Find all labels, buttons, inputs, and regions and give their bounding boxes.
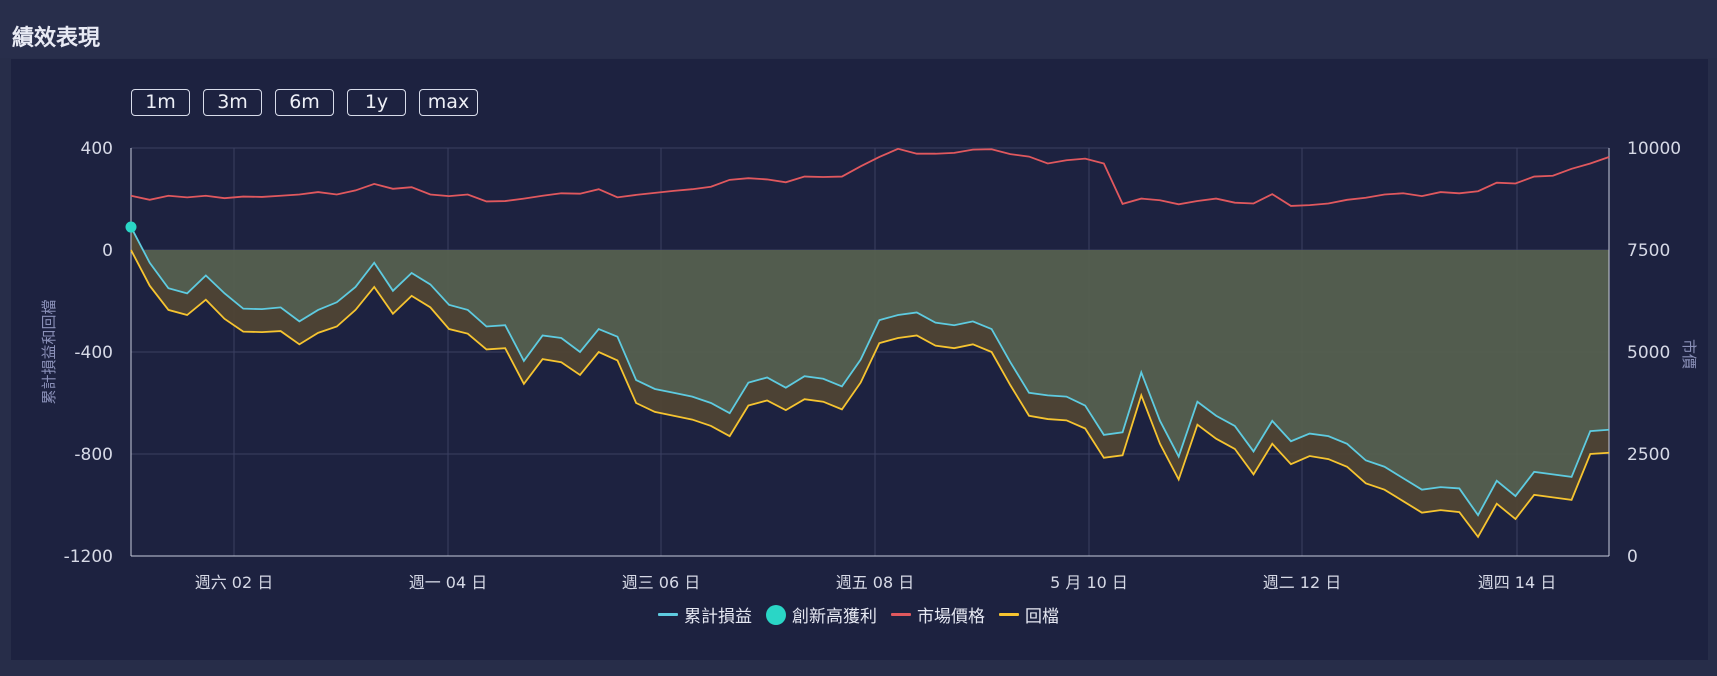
range-button-max[interactable]: max bbox=[419, 89, 478, 116]
y-left-tick-label: -1200 bbox=[64, 547, 113, 567]
legend-label: 回檔 bbox=[1025, 607, 1059, 627]
y-right-tick-label: 2500 bbox=[1627, 445, 1670, 465]
x-tick-label: 週一 04 日 bbox=[409, 573, 488, 592]
y-right-tick-label: 10000 bbox=[1627, 139, 1681, 159]
range-button-1m[interactable]: 1m bbox=[131, 89, 190, 116]
x-tick-label: 週四 14 日 bbox=[1478, 573, 1557, 592]
x-tick-label: 週二 12 日 bbox=[1263, 573, 1342, 592]
x-tick-label: 週三 06 日 bbox=[622, 573, 701, 592]
cumulative-area bbox=[131, 227, 1609, 516]
range-button-1y[interactable]: 1y bbox=[347, 89, 406, 116]
y-left-axis-title: 累計損益和回檔 bbox=[40, 299, 58, 404]
y-left-tick-label: 0 bbox=[102, 241, 113, 261]
legend-line-marker bbox=[891, 613, 911, 616]
range-button-3m[interactable]: 3m bbox=[203, 89, 262, 116]
y-right-axis-title: 市價 bbox=[1680, 339, 1698, 369]
legend-label: 累計損益 bbox=[684, 607, 752, 627]
y-right-tick-label: 0 bbox=[1627, 547, 1638, 567]
x-tick-label: 5 月 10 日 bbox=[1050, 573, 1128, 592]
new-high-point bbox=[125, 221, 137, 233]
y-left-tick-label: -800 bbox=[74, 445, 113, 465]
y-right-tick-label: 7500 bbox=[1627, 241, 1670, 261]
legend-item-drawdown[interactable]: 回檔 bbox=[999, 602, 1059, 627]
legend-label: 創新高獲利 bbox=[792, 607, 877, 627]
series-line-cumulative bbox=[130, 226, 1610, 517]
panel-header: 績效表現 bbox=[0, 0, 1717, 58]
panel-title: 績效表現 bbox=[12, 25, 101, 51]
legend-item-cumulative[interactable]: 累計損益 bbox=[658, 602, 752, 627]
legend-label: 市場價格 bbox=[917, 607, 985, 627]
y-left-tick-label: -400 bbox=[74, 343, 113, 363]
y-right-tick-label: 5000 bbox=[1627, 343, 1670, 363]
range-button-6m[interactable]: 6m bbox=[275, 89, 334, 116]
x-tick-label: 週六 02 日 bbox=[195, 573, 274, 592]
series-line-drawdown bbox=[130, 249, 1610, 539]
chart-legend: 累計損益 創新高獲利 市場價格 回檔 bbox=[0, 602, 1717, 627]
series-line-market-price bbox=[130, 147, 1610, 207]
x-tick-label: 週五 08 日 bbox=[836, 573, 915, 592]
y-left-tick-label: 400 bbox=[81, 139, 113, 159]
legend-line-marker bbox=[999, 613, 1019, 616]
legend-dot-marker bbox=[766, 604, 786, 625]
legend-line-marker bbox=[658, 613, 678, 616]
legend-item-market-price[interactable]: 市場價格 bbox=[891, 602, 985, 627]
drawdown-area bbox=[131, 227, 1609, 537]
legend-item-new-high[interactable]: 創新高獲利 bbox=[766, 602, 877, 627]
